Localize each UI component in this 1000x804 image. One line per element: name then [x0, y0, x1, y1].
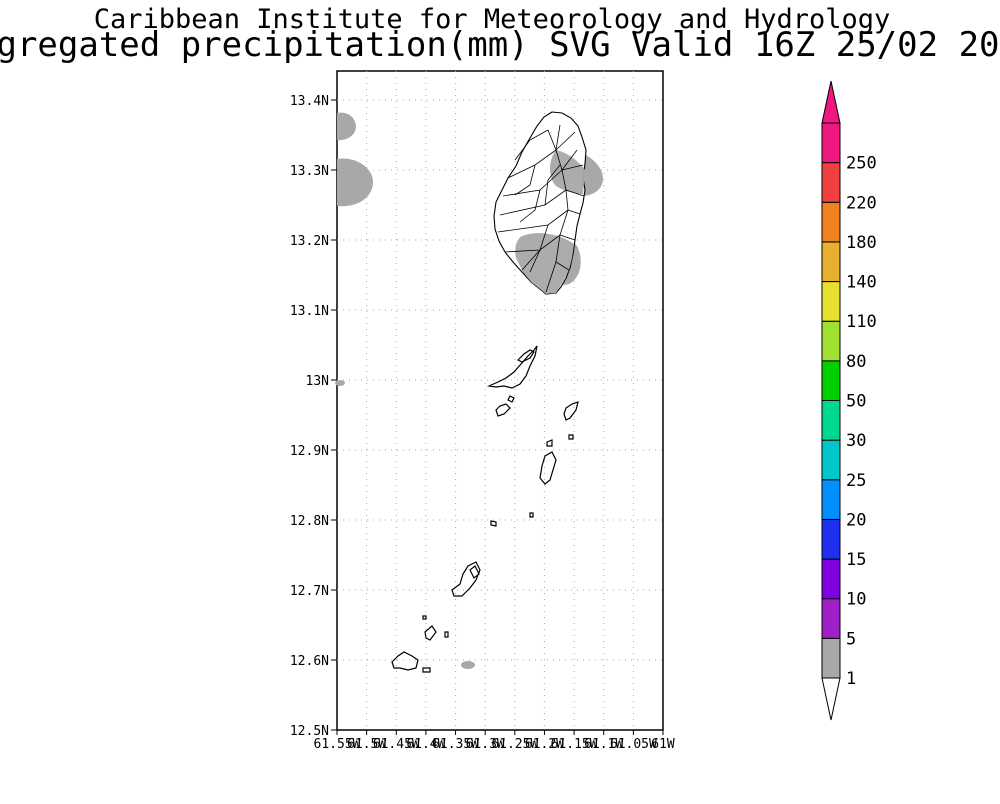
legend-color-swatch	[821, 162, 841, 203]
x-tick-label: 61.4W	[406, 737, 445, 752]
x-tick-label: 61.55W	[314, 737, 361, 752]
legend-arrow-low	[821, 677, 841, 721]
legend-color-swatch	[821, 637, 841, 679]
legend-label: 50	[846, 392, 866, 412]
legend-label: 220	[846, 193, 877, 213]
island-union	[451, 561, 481, 597]
precip-overlay-stvincent-south	[515, 233, 574, 294]
y-tick-label: 13.3N	[290, 164, 329, 179]
map-grid	[337, 71, 663, 730]
island-carriacou-islet	[422, 667, 431, 673]
precip-overlay-stvincent-east	[550, 150, 585, 194]
x-tick-label: 61.15W	[551, 737, 598, 752]
island-balliceaux	[568, 434, 574, 440]
legend-label: 110	[846, 312, 877, 332]
legend-color-swatch	[821, 241, 841, 283]
legend-label: 180	[846, 233, 877, 253]
figure-subtitle: Aggregated precipitation(mm) SVG Valid 1…	[0, 25, 1000, 65]
legend-label: 30	[846, 431, 866, 451]
legend-color-swatch	[821, 439, 841, 481]
precip-area-west	[337, 158, 373, 207]
island-mustique	[563, 401, 579, 421]
legend-color-swatch	[821, 201, 841, 243]
legend-color-swatch	[821, 479, 841, 520]
x-axis-ticks: 61.55W61.5W61.45W61.4W61.35W61.3W61.25W6…	[314, 730, 675, 752]
x-tick-label: 61.5W	[347, 737, 386, 752]
island-mustique-west	[495, 403, 511, 417]
island-pm-islet	[444, 631, 449, 638]
y-tick-label: 13N	[306, 374, 329, 389]
island-small-north	[422, 615, 427, 620]
y-tick-label: 12.9N	[290, 444, 329, 459]
legend-label: 15	[846, 550, 866, 570]
stvincent-rivers	[497, 124, 585, 293]
island-bequia	[486, 345, 538, 389]
island-union-east	[469, 565, 480, 579]
island-petit-martinique	[424, 625, 437, 641]
y-tick-label: 12.5N	[290, 724, 329, 739]
figure-title: Caribbean Institute for Meteorology and …	[94, 4, 891, 35]
legend-label: 10	[846, 590, 866, 610]
legend-color-swatch	[821, 122, 841, 164]
y-tick-label: 13.1N	[290, 304, 329, 319]
coastlines	[391, 111, 587, 673]
island-tobago-cays	[529, 512, 534, 518]
x-tick-label: 61.1W	[584, 737, 623, 752]
x-tick-label: 61.2W	[525, 737, 564, 752]
legend-color-swatch	[821, 400, 841, 441]
legend-label: 250	[846, 154, 877, 174]
legend-label: 25	[846, 471, 866, 491]
island-mayreau	[490, 520, 497, 527]
island-battowia	[507, 395, 515, 403]
legend-label: 80	[846, 352, 866, 372]
y-axis-ticks: 13.4N 13.3N 13.2N 13.1N 13N 12.9N 12.8N 12.7N 12…	[290, 94, 337, 739]
precip-area-south-small	[461, 661, 475, 669]
legend-color-swatch	[821, 320, 841, 362]
island-carriacou	[391, 651, 419, 671]
island-canouan	[539, 451, 557, 485]
island-canouan-north	[546, 439, 553, 447]
x-tick-label: 61.25W	[491, 737, 538, 752]
y-tick-label: 12.6N	[290, 654, 329, 669]
x-tick-label: 61W	[651, 737, 675, 752]
legend-arrow-high	[821, 80, 841, 124]
y-tick-label: 12.8N	[290, 514, 329, 529]
legend-color-swatch	[821, 360, 841, 402]
legend-color-swatch	[821, 598, 841, 639]
legend-label: 5	[846, 629, 856, 649]
y-tick-label: 12.7N	[290, 584, 329, 599]
x-tick-label: 61.05W	[610, 737, 657, 752]
legend-color-swatch	[821, 558, 841, 600]
legend-color-swatch	[821, 518, 841, 560]
y-tick-label: 13.4N	[290, 94, 329, 109]
legend-label: 140	[846, 273, 877, 293]
legend-label: 20	[846, 510, 866, 530]
legend-label: 1	[846, 669, 856, 689]
legend-color-swatch	[821, 281, 841, 322]
map-panel: 13.4N 13.3N 13.2N 13.1N 13N 12.9N 12.8N 12.7N 12…	[290, 70, 675, 752]
island-bequia-north	[516, 349, 535, 363]
precip-area-northwest	[337, 112, 356, 141]
map-frame	[336, 70, 664, 731]
y-tick-label: 13.2N	[290, 234, 329, 249]
x-tick-label: 61.3W	[466, 737, 505, 752]
x-tick-label: 61.35W	[432, 737, 479, 752]
precip-area-west-small	[335, 380, 345, 386]
x-tick-label: 61.45W	[373, 737, 420, 752]
